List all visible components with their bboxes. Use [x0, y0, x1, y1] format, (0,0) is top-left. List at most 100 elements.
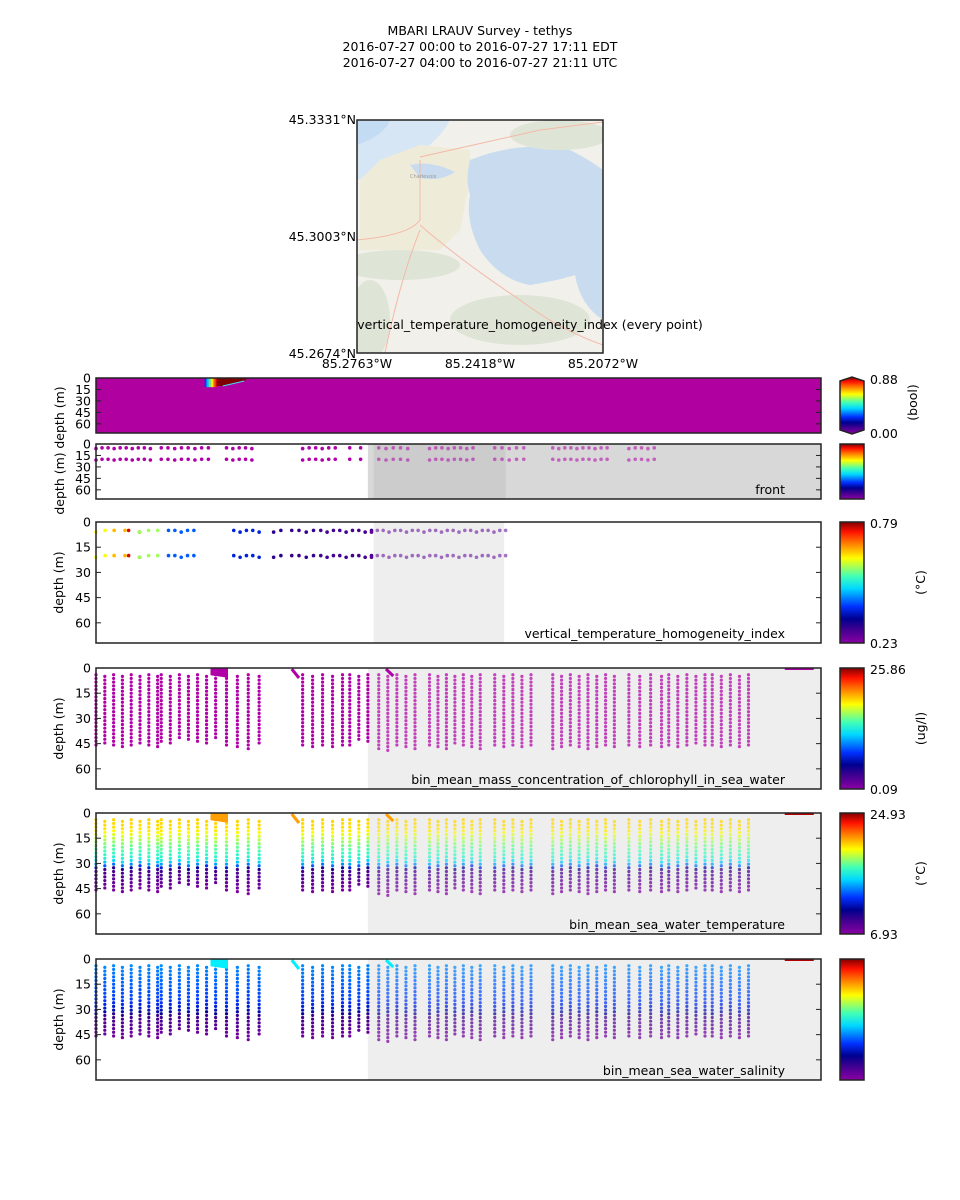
- data-point: [612, 1021, 616, 1025]
- data-point: [377, 847, 381, 851]
- data-point: [340, 851, 345, 855]
- data-point: [710, 855, 714, 859]
- data-point: [410, 528, 415, 533]
- data-point: [710, 832, 714, 837]
- data-point: [493, 851, 497, 855]
- data-point: [159, 847, 163, 851]
- data-point: [395, 877, 399, 881]
- data-point: [676, 1017, 680, 1021]
- data-point: [470, 1032, 474, 1036]
- data-point: [703, 851, 707, 855]
- data-point: [667, 702, 671, 706]
- data-point: [710, 1004, 714, 1008]
- data-point: [577, 999, 581, 1003]
- data-point: [568, 825, 572, 829]
- data-point: [649, 1019, 653, 1023]
- data-point: [330, 726, 335, 730]
- data-point: [246, 829, 250, 833]
- data-point: [330, 674, 335, 679]
- data-point: [595, 715, 599, 719]
- data-point: [159, 1026, 163, 1031]
- colorbar-units-label: (bool): [905, 384, 920, 420]
- data-point: [138, 689, 142, 693]
- data-point: [120, 878, 125, 883]
- data-point: [638, 678, 642, 682]
- data-point: [529, 982, 533, 986]
- data-point: [667, 699, 671, 703]
- data-point: [520, 856, 524, 860]
- data-point: [612, 733, 616, 738]
- data-point: [177, 724, 181, 729]
- data-point: [138, 704, 142, 708]
- data-point: [330, 853, 335, 857]
- data-point: [568, 1001, 572, 1005]
- data-point: [676, 685, 680, 690]
- data-point: [511, 743, 515, 747]
- data-point: [676, 823, 680, 827]
- data-point: [129, 990, 133, 994]
- data-point: [214, 978, 218, 983]
- data-point: [710, 997, 714, 1001]
- data-point: [214, 735, 218, 740]
- data-point: [129, 829, 133, 833]
- data-point: [301, 710, 305, 714]
- data-point: [103, 845, 107, 849]
- map-lat-label-bottom: 45.2674°N: [289, 346, 356, 361]
- data-point: [348, 873, 352, 877]
- data-point: [246, 691, 250, 695]
- data-point: [404, 1017, 408, 1021]
- data-point: [667, 967, 671, 972]
- data-point: [703, 1019, 707, 1023]
- data-point: [366, 706, 370, 710]
- data-point: [138, 878, 142, 883]
- data-point: [667, 695, 671, 699]
- data-point: [377, 832, 381, 837]
- data-point: [728, 699, 732, 703]
- data-point: [246, 880, 250, 885]
- data-point: [649, 676, 653, 681]
- data-point: [461, 721, 465, 725]
- data-point: [685, 844, 689, 848]
- data-point: [529, 967, 533, 972]
- data-point: [694, 733, 698, 738]
- data-point: [348, 888, 352, 892]
- data-point: [710, 699, 714, 703]
- data-point: [737, 976, 742, 981]
- data-point: [453, 1006, 457, 1010]
- data-point: [470, 980, 474, 984]
- data-point: [529, 818, 533, 822]
- data-point: [348, 880, 352, 885]
- data-point: [195, 710, 200, 714]
- data-point: [413, 829, 417, 833]
- data-point: [138, 965, 142, 970]
- data-point: [737, 733, 742, 738]
- data-point: [404, 726, 408, 730]
- data-point: [559, 965, 564, 970]
- data-point: [366, 732, 370, 736]
- data-point: [520, 696, 524, 701]
- data-point: [195, 735, 200, 740]
- data-point: [377, 717, 381, 721]
- data-point: [676, 875, 680, 879]
- data-point: [461, 1019, 465, 1023]
- data-point: [112, 676, 116, 681]
- data-point: [676, 726, 680, 730]
- data-point: [404, 1010, 408, 1014]
- map-panel[interactable]: Charlevoix 45.3331°N 45.3003°N 45.2674°N…: [289, 112, 703, 371]
- data-point: [710, 818, 714, 822]
- data-point: [493, 990, 497, 994]
- data-point: [586, 691, 590, 695]
- data-point: [746, 735, 751, 740]
- data-point: [377, 855, 381, 859]
- data-point: [461, 986, 465, 990]
- data-point: [186, 457, 190, 462]
- data-point: [710, 706, 714, 710]
- data-point: [340, 1019, 345, 1023]
- data-point: [737, 823, 742, 827]
